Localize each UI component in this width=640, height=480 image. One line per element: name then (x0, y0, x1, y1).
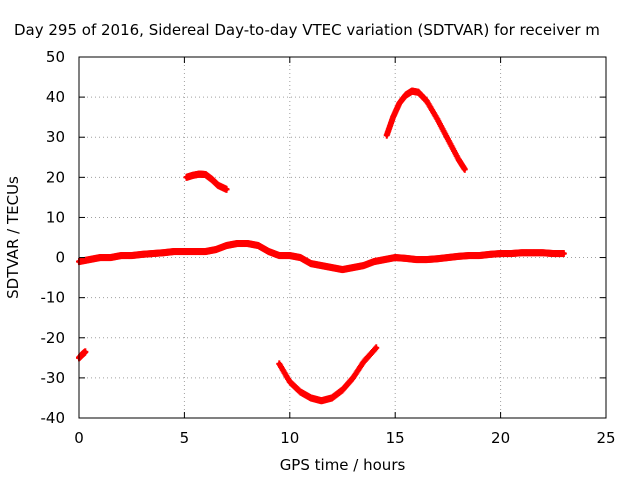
series-segment-a (76, 348, 89, 362)
plot-frame (78, 56, 607, 419)
y-tick-label: -20 (41, 329, 66, 347)
y-tick-label: 10 (46, 208, 65, 226)
x-tick-label: 5 (180, 429, 190, 447)
x-tick-label: 15 (386, 429, 405, 447)
y-axis-label: SDTVAR / TECUs (4, 176, 22, 299)
x-tick-label: 10 (280, 429, 299, 447)
series-line-segment-c (277, 345, 379, 403)
series-baseline (76, 240, 567, 274)
series-line-baseline (77, 241, 566, 272)
series-line-segment-d (384, 89, 467, 172)
x-tick-label: 0 (74, 429, 84, 447)
y-tick-label: -40 (41, 409, 66, 427)
series-segment-b (183, 170, 230, 193)
y-tick-label: 20 (46, 168, 65, 186)
x-tick-label: 25 (596, 429, 615, 447)
y-tick-label: -30 (41, 369, 66, 387)
y-tick-label: 40 (46, 88, 65, 106)
grid-layer (79, 57, 606, 418)
y-tick-label: 30 (46, 128, 65, 146)
x-axis-label: GPS time / hours (280, 456, 406, 474)
series-line-segment-a (77, 349, 88, 360)
y-tick-labels: -40 -30 -20 -10 0 10 20 30 40 50 (41, 48, 66, 427)
x-tick-labels: 0 5 10 15 20 25 (74, 429, 615, 447)
x-tick-label: 20 (491, 429, 510, 447)
y-tick-label: -10 (41, 289, 66, 307)
y-tick-label: 50 (46, 48, 65, 66)
title-group: Day 295 of 2016, Sidereal Day-to-day VTE… (14, 21, 600, 39)
series-segment-c (276, 344, 380, 405)
y-tick-label: 0 (55, 249, 65, 267)
data-layer (76, 87, 567, 405)
series-line-segment-b (184, 172, 229, 192)
tick-layer (78, 56, 607, 419)
series-segment-d (383, 87, 468, 173)
chart-title: Day 295 of 2016, Sidereal Day-to-day VTE… (14, 21, 600, 39)
